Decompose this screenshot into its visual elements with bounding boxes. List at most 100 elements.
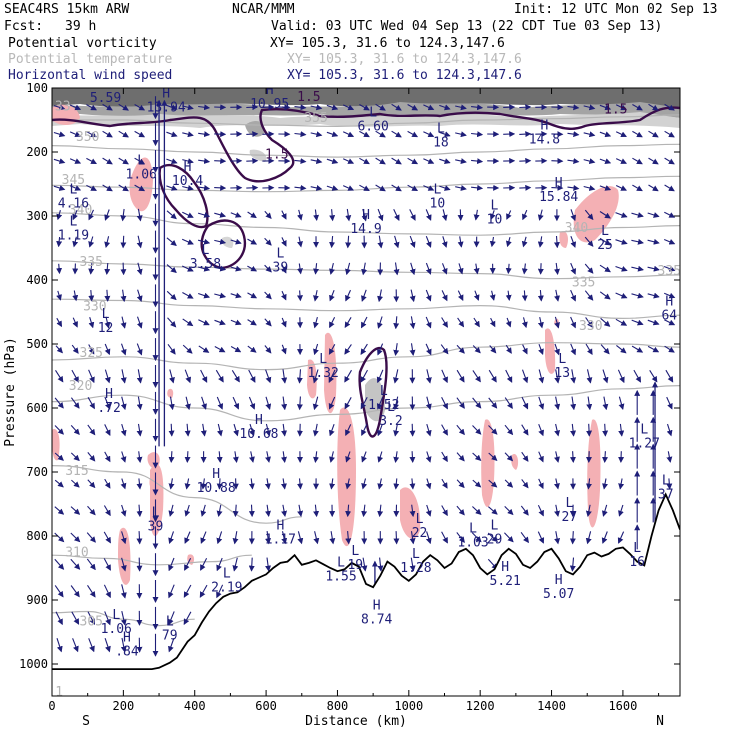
extremum-kind: L: [276, 246, 284, 261]
wind-vector: [615, 265, 628, 272]
wind-vector: [471, 104, 484, 111]
wind-extremum-low: L18: [433, 122, 449, 151]
wind-vector: [553, 262, 560, 275]
wind-vector: [88, 236, 95, 248]
wind-vector: [423, 131, 435, 138]
wind-extremum-low: L4.16: [58, 182, 89, 211]
wind-vector: [166, 210, 177, 220]
wind-vector: [88, 344, 95, 355]
extremum-value: .72: [97, 401, 120, 416]
wind-extremum-low: L29: [487, 518, 503, 547]
pv-labels: 1.5 1.5 1.5: [265, 90, 627, 163]
wind-vector: [104, 638, 111, 653]
wind-vector: [281, 504, 288, 517]
wind-vector: [361, 208, 368, 222]
wind-vector: [521, 290, 528, 302]
theta-label: 335: [658, 264, 681, 279]
wind-extremum-low: L10: [430, 182, 446, 211]
wind-vector: [86, 558, 96, 571]
extremum-kind: L: [491, 198, 499, 213]
wind-vector: [329, 262, 335, 275]
wind-vector: [87, 479, 96, 489]
wind-vector: [265, 396, 272, 410]
y-tick-label: 900: [26, 593, 48, 607]
wind-vector: [88, 369, 95, 384]
wind-extremum-high: H5.21: [490, 560, 521, 589]
wind-vector: [281, 531, 288, 545]
wind-vector: [53, 185, 66, 191]
wind-vector: [104, 396, 111, 410]
wind-vector: [472, 452, 482, 461]
wind-vector: [407, 157, 419, 165]
extremum-kind: L: [437, 122, 445, 137]
wind-vector: [56, 236, 63, 248]
wind-vector: [313, 343, 319, 356]
wind-vector: [69, 104, 82, 111]
theta-label: 340: [69, 203, 92, 218]
wind-vector: [473, 263, 480, 275]
wind-vector: [519, 184, 532, 191]
wind-vector: [216, 504, 223, 517]
wind-vector: [617, 531, 625, 544]
wind-extremum-high: H10.95: [250, 88, 289, 112]
y-axis-label: Pressure (hPa): [3, 337, 18, 447]
wind-vector: [246, 104, 259, 111]
wind-vector: [409, 235, 416, 249]
wind-vector: [265, 423, 271, 437]
wind-vector: [312, 369, 319, 384]
wind-vector: [456, 397, 465, 409]
wind-vector: [88, 290, 95, 302]
wind-vector: [345, 451, 351, 463]
wind-vector: [248, 478, 255, 490]
wind-vector: [168, 611, 175, 626]
wind-vector: [182, 158, 194, 164]
wind-extremum-low: L2.19: [211, 566, 242, 595]
wind-vector: [248, 369, 256, 383]
wind-vector: [344, 397, 352, 410]
north-label: N: [656, 714, 664, 729]
wind-vector: [104, 289, 111, 302]
wind-vector: [230, 346, 242, 353]
wind-vector: [570, 316, 576, 329]
wind-extremum-high: H15.84: [539, 176, 578, 205]
wind-vector: [425, 369, 432, 384]
wind-vector: [521, 263, 528, 275]
wind-vector: [615, 158, 628, 164]
extremum-value: 10: [487, 212, 503, 227]
wind-vector: [441, 424, 448, 436]
wind-vector: [631, 265, 644, 272]
wind-vector: [583, 131, 596, 138]
wind-vector: [473, 317, 480, 328]
wind-vector: [247, 345, 257, 353]
y-tick-label: 300: [26, 209, 48, 223]
wind-extremum-low: L3.58: [190, 243, 221, 272]
wind-vector: [584, 263, 594, 274]
theta-label: 330: [83, 300, 106, 315]
wind-vector: [104, 316, 111, 329]
wind-vector: [489, 345, 497, 354]
wind-vector: [647, 319, 660, 326]
x-axis: 0 200 400 600 800 1000 1200 1400 1600: [48, 88, 660, 713]
wind-vector: [554, 423, 561, 437]
wind-vector: [632, 104, 643, 111]
wind-vector: [71, 611, 80, 625]
extremum-value: 19: [347, 558, 363, 573]
wind-vector: [393, 396, 399, 411]
wind-vector: [537, 263, 544, 275]
wind-vector: [585, 531, 592, 545]
wind-vector: [471, 131, 484, 138]
wind-vector: [663, 292, 676, 299]
wind-vector: [376, 369, 384, 384]
wind-vector: [185, 396, 191, 411]
wind-extremum-low: L13: [554, 352, 570, 381]
extremum-value: 5.59: [90, 91, 121, 106]
y-axis: 100 200 300 400 500 600 700 800 900 1000: [19, 81, 680, 671]
extremum-value: 1.28: [400, 561, 431, 576]
wind-vector: [377, 451, 384, 463]
wind-vector: [136, 316, 143, 329]
wind-vector: [249, 423, 255, 437]
wind-vector: [393, 235, 400, 249]
wind-vector: [647, 212, 660, 218]
wind-vector: [441, 209, 448, 222]
wind-vector: [264, 291, 272, 300]
